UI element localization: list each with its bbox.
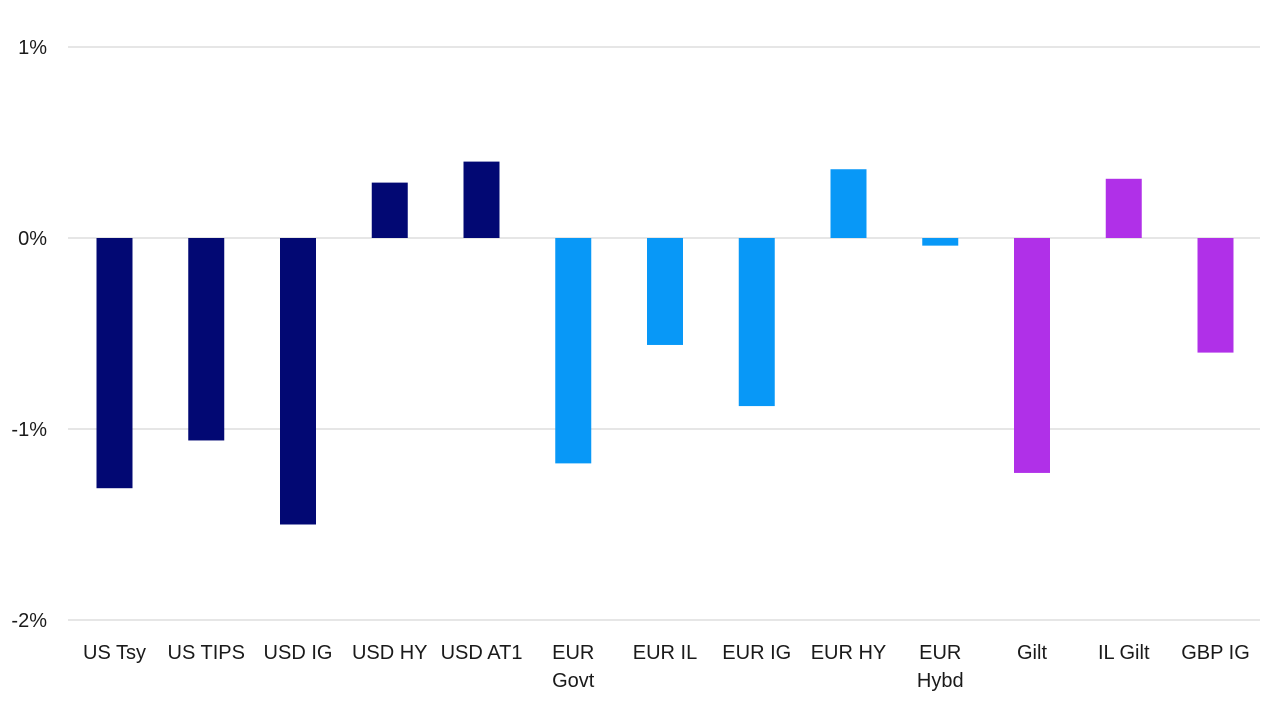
bar [922,238,959,246]
x-tick-label: IL Gilt [1098,642,1150,664]
x-tick-label-line: IL Gilt [1098,642,1150,664]
y-tick-label: -2% [11,610,47,632]
y-tick-label: 0% [18,228,47,250]
bar [738,238,775,407]
bar [280,238,316,525]
x-tick-label-line: USD IG [264,642,333,664]
x-tick-label: EUR HY [811,642,887,664]
bar [555,238,592,464]
x-tick-label-line: USD AT1 [441,642,523,664]
x-tick-label-line: Govt [552,670,595,692]
bars [96,161,1234,525]
y-axis-tick-labels: 1% 0% -1% -2% [11,37,47,632]
x-tick-label: EUR Govt [552,642,595,692]
bar [647,238,683,345]
x-tick-label: EUR IG [722,642,791,664]
x-tick-label: USD AT1 [441,642,523,664]
x-tick-label-line: US TIPS [168,642,245,664]
x-tick-label-line: EUR IG [722,642,791,664]
x-tick-label: GBP IG [1181,642,1250,664]
bar [371,182,408,238]
bar [463,161,500,238]
x-tick-label-line: USD HY [352,642,428,664]
bar [1197,238,1234,353]
bar [188,238,225,441]
bar [1014,238,1050,473]
x-tick-label: USD IG [264,642,333,664]
x-tick-label: Gilt [1017,642,1047,664]
y-tick-label: -1% [11,419,47,441]
x-tick-label-line: US Tsy [83,642,146,664]
x-tick-label-line: EUR [552,642,594,664]
x-tick-label-line: EUR IL [633,642,697,664]
x-tick-label: USD HY [352,642,428,664]
x-tick-label: EUR IL [633,642,697,664]
x-tick-label-line: EUR HY [811,642,887,664]
y-tick-label: 1% [18,37,47,59]
x-tick-label-line: EUR [919,642,961,664]
x-tick-label-line: GBP IG [1181,642,1250,664]
x-tick-label-line: Hybd [917,670,964,692]
bar [1105,178,1142,238]
x-axis-category-labels: US Tsy US TIPS USD IG USD HY USD AT1 EUR GovtE… [83,642,1250,692]
bar [830,169,867,238]
x-tick-label: US Tsy [83,642,146,664]
bar [96,238,133,489]
x-tick-label: EUR Hybd [917,642,964,692]
gridlines [68,46,1260,621]
x-tick-label-line: Gilt [1017,642,1047,664]
x-tick-label: US TIPS [168,642,245,664]
